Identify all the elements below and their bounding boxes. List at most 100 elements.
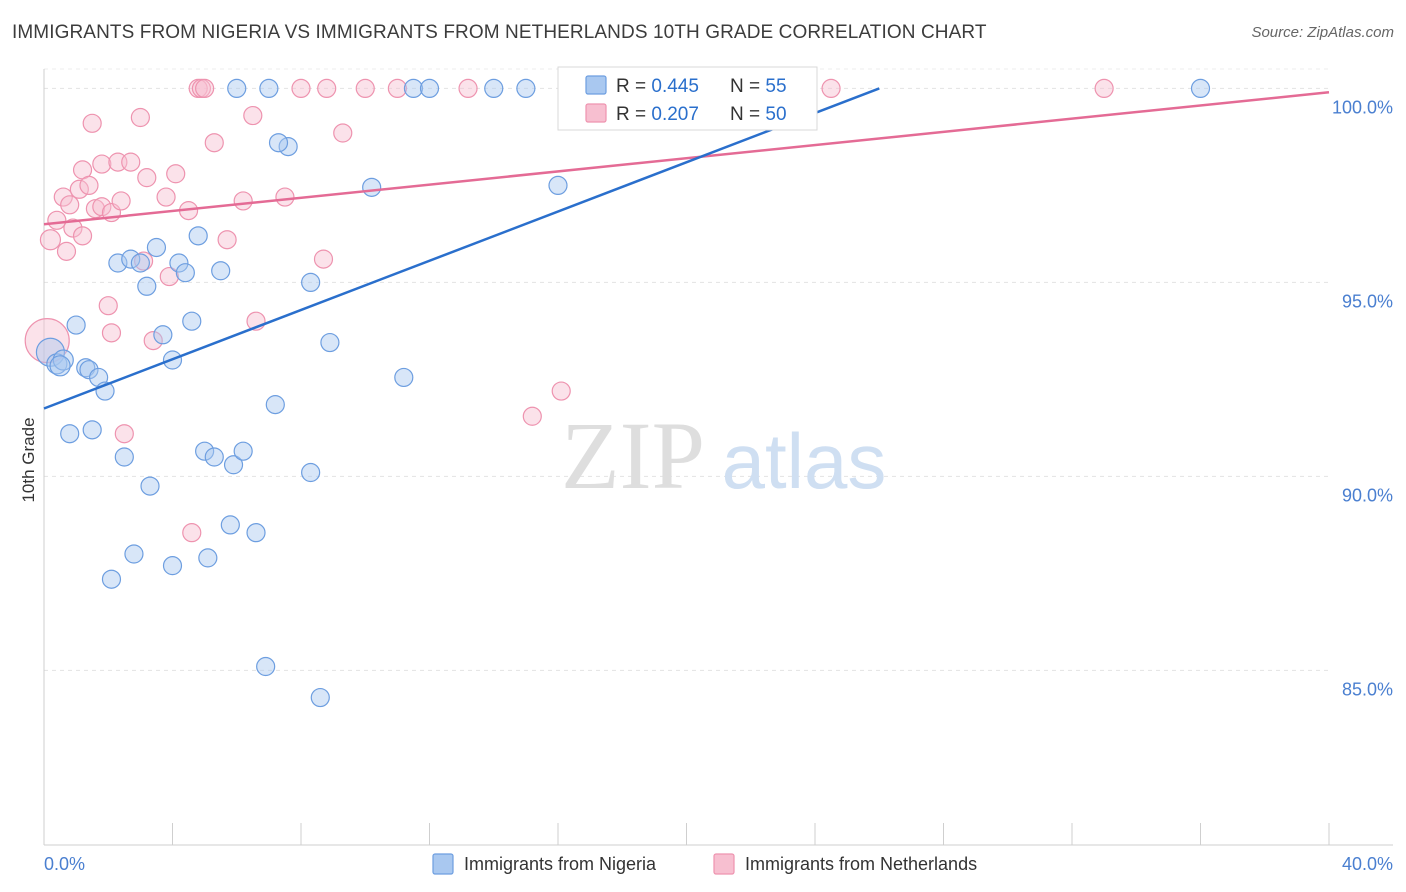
- netherlands-point: [92, 154, 112, 174]
- netherlands-point: [143, 331, 163, 351]
- nigeria-point: [419, 78, 440, 99]
- top-legend: R = 0.445 N = 55 R = 0.207 N = 50: [557, 66, 818, 131]
- nigeria-point: [108, 253, 128, 273]
- netherlands-point: [101, 323, 122, 343]
- netherlands-point: [317, 78, 337, 99]
- nigeria-point: [394, 367, 414, 388]
- nigeria-point: [204, 447, 224, 467]
- netherlands-point: [98, 296, 118, 316]
- nigeria-point: [182, 311, 202, 331]
- y-tick-label: 95.0%: [1342, 291, 1393, 311]
- netherlands-point: [69, 179, 89, 199]
- netherlands-point: [63, 218, 83, 238]
- netherlands-point: [387, 78, 407, 99]
- x-tick-labels: 0.0% 40.0%: [44, 854, 1393, 874]
- netherlands-point: [243, 105, 263, 126]
- netherlands-point: [82, 113, 102, 133]
- netherlands-point: [182, 523, 202, 543]
- bottom-legend: Immigrants from Nigeria Immigrants from …: [432, 853, 977, 875]
- netherlands-point: [72, 226, 93, 246]
- legend-n-label-netherlands: N =: [730, 104, 765, 125]
- netherlands-point: [130, 107, 150, 128]
- y-tick-label: 90.0%: [1342, 485, 1393, 505]
- nigeria-point: [146, 237, 167, 258]
- netherlands-point: [79, 175, 99, 195]
- netherlands-point: [233, 191, 253, 211]
- nigeria-point: [301, 272, 321, 292]
- svg-text:R = 0.207: R = 0.207: [616, 104, 699, 125]
- nigeria-point: [233, 441, 253, 461]
- nigeria-point: [175, 263, 195, 283]
- nigeria-point: [82, 420, 102, 440]
- nigeria-point: [162, 556, 183, 576]
- y-tick-label: 100.0%: [1332, 97, 1393, 117]
- nigeria-point: [516, 78, 536, 99]
- netherlands-point: [39, 229, 62, 251]
- bottom-legend-swatch-nigeria: [432, 853, 454, 875]
- nigeria-point: [101, 569, 122, 589]
- nigeria-point: [195, 441, 215, 461]
- legend-n-value-nigeria: 55: [765, 76, 786, 97]
- watermark-zip: ZIP: [561, 402, 705, 509]
- netherlands-point: [522, 406, 542, 426]
- netherlands-point: [313, 249, 334, 269]
- netherlands-point: [53, 187, 73, 207]
- nigeria-point: [76, 358, 96, 378]
- bottom-legend-label-nigeria: Immigrants from Nigeria: [464, 854, 657, 874]
- netherlands-point: [166, 164, 186, 184]
- netherlands-point: [195, 78, 215, 99]
- nigeria-point: [403, 78, 424, 99]
- nigeria-point: [130, 253, 150, 273]
- netherlands-point: [551, 381, 571, 401]
- nigeria-point: [52, 349, 74, 371]
- x-tick-label: 0.0%: [44, 854, 85, 874]
- nigeria-point: [114, 447, 134, 467]
- netherlands-point: [355, 78, 375, 99]
- netherlands-point: [291, 78, 311, 99]
- x-tick-label: 40.0%: [1342, 854, 1393, 874]
- netherlands-point: [275, 187, 295, 207]
- nigeria-point: [259, 78, 279, 99]
- netherlands-point: [121, 152, 141, 172]
- netherlands-point: [458, 78, 478, 99]
- svg-text:N = 55: N = 55: [730, 76, 787, 97]
- netherlands-point: [137, 168, 157, 188]
- netherlands-point: [217, 230, 237, 250]
- legend-swatch-nigeria: [585, 75, 607, 95]
- nigeria-point: [198, 548, 218, 568]
- legend-swatch-netherlands: [585, 103, 607, 123]
- nigeria-point: [169, 253, 189, 273]
- bottom-legend-swatch-netherlands: [713, 853, 735, 875]
- nigeria-points: [35, 78, 1211, 708]
- nigeria-point: [79, 360, 99, 380]
- legend-r-label-nigeria: R =: [616, 76, 651, 97]
- trendlines: [43, 87, 1330, 410]
- trendline-nigeria: [43, 87, 880, 410]
- nigeria-point: [223, 455, 244, 475]
- y-axis-label: 10th Grade: [19, 417, 38, 502]
- svg-text:R = 0.445: R = 0.445: [616, 76, 699, 97]
- legend-n-label-nigeria: N =: [730, 76, 765, 97]
- nigeria-point: [246, 523, 266, 543]
- nigeria-point: [1190, 78, 1211, 99]
- nigeria-point: [265, 395, 285, 415]
- nigeria-point: [548, 175, 568, 195]
- netherlands-point: [333, 123, 353, 143]
- nigeria-point: [153, 325, 173, 345]
- nigeria-point: [278, 137, 298, 157]
- netherlands-point: [92, 197, 112, 217]
- svg-text:N = 50: N = 50: [730, 104, 787, 125]
- netherlands-point: [56, 241, 77, 261]
- y-tick-labels: 85.0% 90.0% 95.0% 100.0%: [1332, 97, 1393, 699]
- nigeria-point: [60, 424, 80, 444]
- netherlands-points: [24, 78, 1114, 543]
- nigeria-point: [268, 133, 289, 153]
- nigeria-point: [137, 276, 157, 296]
- netherlands-point: [111, 191, 131, 211]
- nigeria-point: [121, 249, 141, 269]
- nigeria-point: [140, 476, 160, 496]
- legend-r-value-netherlands: 0.207: [651, 104, 699, 125]
- legend-r-label-netherlands: R =: [616, 104, 651, 125]
- nigeria-point: [301, 462, 321, 483]
